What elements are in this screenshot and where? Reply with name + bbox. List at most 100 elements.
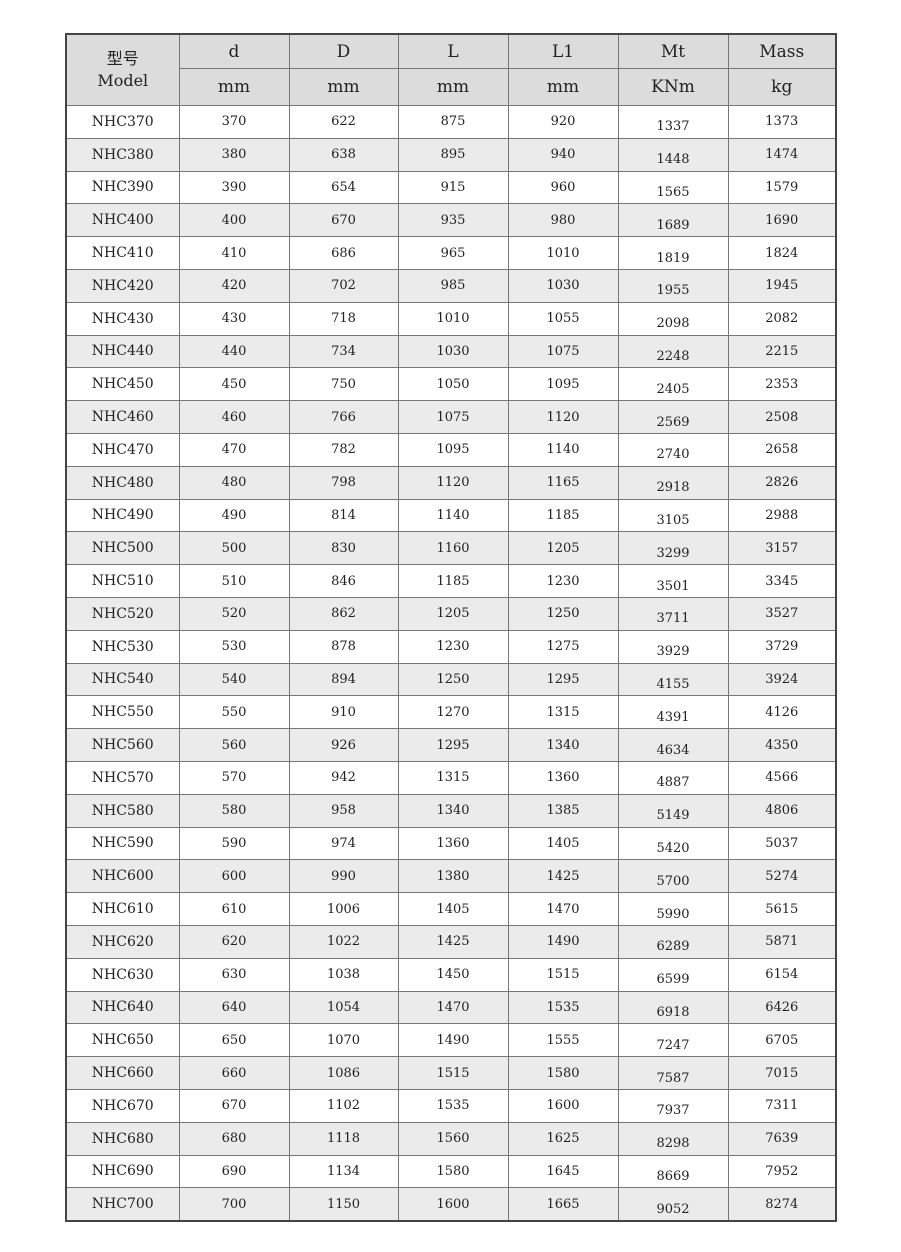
cell-D: 990 [288,859,399,894]
cell-L1: 940 [507,137,619,172]
cell-Mt: 6599 [617,957,729,992]
table-row: NHC370 370 622 875 920 1337 1373 [65,105,837,139]
cell-Mt-value: 3299 [656,545,690,561]
cell-L1: 1185 [507,498,619,533]
cell-L1: 1010 [507,236,619,270]
cell-D: 766 [288,400,399,434]
table-body: NHC370 370 622 875 920 1337 1373 NHC380 380 638 89… [65,105,837,1222]
cell-D: 718 [288,301,399,336]
cell-d: 550 [178,695,290,730]
cell-L1: 1555 [507,1023,619,1058]
cell-Mt: 1819 [617,236,729,270]
table-row: NHC440 440 734 1030 1075 2248 2215 [65,334,837,369]
cell-D: 1150 [288,1187,399,1222]
cell-L1: 1055 [507,301,619,336]
cell-L1: 1205 [507,531,619,566]
cell-D: 654 [288,170,399,205]
cell-d: 680 [178,1121,290,1156]
cell-model: NHC410 [65,236,180,270]
cell-D: 622 [288,105,399,139]
cell-L1: 1515 [507,957,619,992]
table-row: NHC510 510 846 1185 1230 3501 3345 [65,564,837,598]
table-row: NHC490 490 814 1140 1185 3105 2988 [65,498,837,533]
cell-D: 846 [288,564,399,598]
cell-mass: 6426 [727,990,837,1025]
cell-Mt-value: 8669 [656,1168,690,1184]
cell-D: 1006 [288,892,399,926]
cell-d: 370 [178,105,290,139]
table-row: NHC570 570 942 1315 1360 4887 4566 [65,760,837,795]
cell-mass: 3527 [727,596,837,631]
table-row: NHC660 660 1086 1515 1580 7587 7015 [65,1056,837,1090]
cell-model: NHC610 [65,892,180,926]
header-model-cn: 型号 [106,49,139,68]
cell-model: NHC490 [65,498,180,533]
cell-Mt-value: 4887 [656,775,690,791]
cell-L1: 1340 [507,728,619,762]
cell-L: 1050 [397,367,509,402]
cell-D: 910 [288,695,399,730]
cell-Mt: 5700 [617,859,729,894]
cell-model: NHC380 [65,137,180,172]
cell-L1: 1385 [507,793,619,828]
cell-L1: 980 [507,203,619,238]
header-L1: L1 [507,33,619,69]
cell-mass: 2988 [727,498,837,533]
cell-model: NHC670 [65,1088,180,1123]
cell-D: 1070 [288,1023,399,1058]
table-row: NHC530 530 878 1230 1275 3929 3729 [65,629,837,664]
cell-L: 1340 [397,793,509,828]
cell-L1: 1645 [507,1154,619,1189]
cell-Mt: 7937 [617,1088,729,1123]
cell-d: 640 [178,990,290,1025]
header-model: 型号 Model [65,33,180,106]
cell-d: 690 [178,1154,290,1189]
cell-Mt: 4887 [617,760,729,795]
table-row: NHC430 430 718 1010 1055 2098 2082 [65,301,837,336]
cell-Mt: 1689 [617,203,729,238]
cell-Mt-value: 7247 [656,1037,690,1053]
unit-mass: kg [727,68,837,106]
cell-Mt: 2098 [617,301,729,336]
cell-d: 500 [178,531,290,566]
cell-Mt-value: 4634 [656,742,690,758]
cell-L1: 1360 [507,760,619,795]
cell-mass: 1945 [727,268,837,303]
header-L: L [397,33,509,69]
cell-Mt-value: 3711 [656,611,690,627]
cell-D: 1054 [288,990,399,1025]
cell-model: NHC430 [65,301,180,336]
cell-L: 1010 [397,301,509,336]
cell-D: 830 [288,531,399,566]
cell-Mt-value: 1819 [656,250,690,266]
cell-L1: 1625 [507,1121,619,1156]
cell-D: 926 [288,728,399,762]
cell-mass: 6154 [727,957,837,992]
cell-L1: 1535 [507,990,619,1025]
cell-model: NHC390 [65,170,180,205]
cell-D: 1086 [288,1056,399,1090]
cell-Mt-value: 4155 [656,676,690,692]
cell-d: 510 [178,564,290,598]
table-row: NHC630 630 1038 1450 1515 6599 6154 [65,957,837,992]
cell-Mt: 8298 [617,1121,729,1156]
cell-d: 430 [178,301,290,336]
cell-L: 915 [397,170,509,205]
cell-L: 1490 [397,1023,509,1058]
cell-d: 650 [178,1023,290,1058]
cell-L: 1535 [397,1088,509,1123]
table-row: NHC700 700 1150 1600 1665 9052 8274 [65,1187,837,1222]
cell-Mt: 6289 [617,924,729,959]
cell-L1: 1230 [507,564,619,598]
table-row: NHC480 480 798 1120 1165 2918 2826 [65,465,837,500]
cell-Mt: 2248 [617,334,729,369]
cell-Mt-value: 1689 [656,217,690,233]
cell-L: 1160 [397,531,509,566]
cell-mass: 5871 [727,924,837,959]
cell-L1: 960 [507,170,619,205]
cell-Mt-value: 2405 [656,381,690,397]
cell-d: 600 [178,859,290,894]
cell-L: 1580 [397,1154,509,1189]
cell-L1: 1665 [507,1187,619,1222]
cell-mass: 3157 [727,531,837,566]
